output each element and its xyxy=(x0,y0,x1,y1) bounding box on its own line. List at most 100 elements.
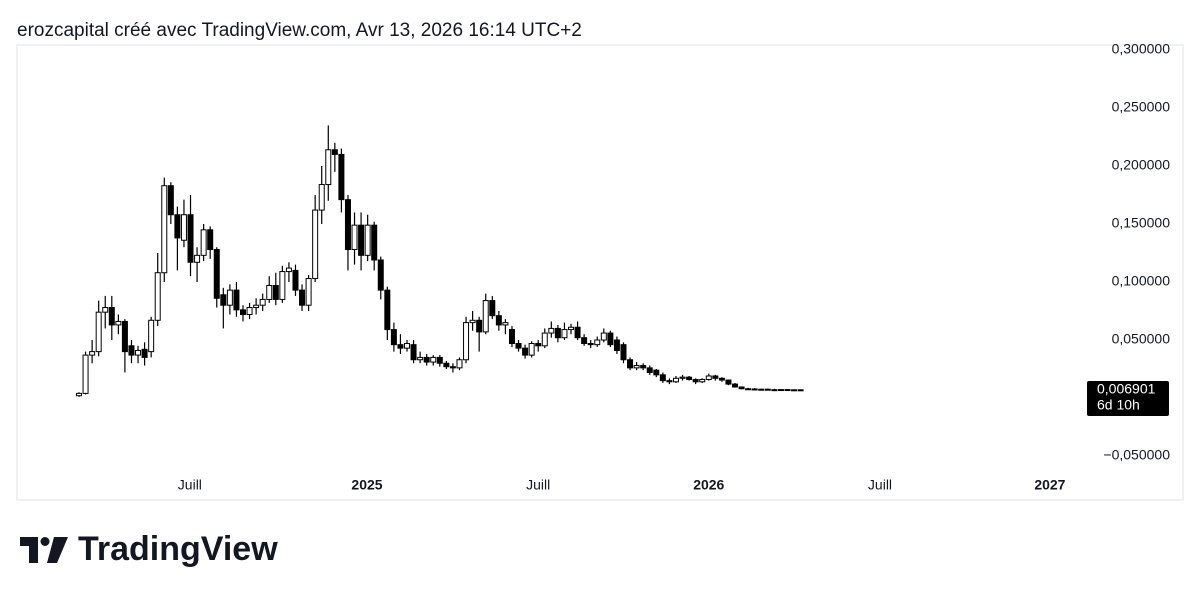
last-price-label: 0,006901 xyxy=(1097,381,1156,397)
candle-body xyxy=(384,289,391,331)
candle-body xyxy=(600,332,607,341)
candle-body xyxy=(607,332,614,346)
candle-body xyxy=(187,214,194,263)
candle-body xyxy=(764,388,771,391)
candle-body xyxy=(141,348,148,358)
candle-body xyxy=(312,209,319,280)
y-tick-label: 0,150000 xyxy=(1112,215,1171,231)
candle-body xyxy=(502,322,509,326)
header: erozcapital créé avec TradingView.com, A… xyxy=(17,20,582,41)
candle-body xyxy=(633,365,640,369)
candle-body xyxy=(239,309,246,315)
x-tick-label: 2026 xyxy=(693,477,724,493)
candle-body xyxy=(305,278,312,306)
candle-body xyxy=(581,337,588,344)
candle-body xyxy=(200,229,207,256)
chart-frame xyxy=(16,44,1184,501)
candle-body xyxy=(738,386,745,390)
candle-body xyxy=(797,389,804,392)
candle-body xyxy=(338,153,345,201)
candle-body xyxy=(115,320,122,326)
candle-body xyxy=(279,271,286,300)
candle-body xyxy=(364,224,371,256)
candle-body xyxy=(620,344,627,361)
candle-body xyxy=(430,356,437,363)
candle-body xyxy=(515,342,522,349)
candle-body xyxy=(404,342,411,349)
candle-body xyxy=(351,224,358,251)
candle-body xyxy=(226,289,233,306)
candle-body xyxy=(148,319,155,353)
candle-body xyxy=(390,329,397,346)
candle-body xyxy=(135,349,142,356)
candle-body xyxy=(318,184,325,211)
candle-body xyxy=(233,289,240,311)
candle-body xyxy=(495,315,502,326)
candle-body xyxy=(299,289,306,306)
candle-body xyxy=(784,389,791,392)
candle-body xyxy=(449,366,456,369)
candle-body xyxy=(331,149,338,155)
candle-body xyxy=(508,329,515,344)
candle-body xyxy=(745,388,752,391)
candle-body xyxy=(358,224,365,256)
candle-body xyxy=(417,356,424,361)
candle-body xyxy=(482,300,489,333)
x-tick-label: 2025 xyxy=(351,477,382,493)
candle-body xyxy=(253,304,260,309)
candle-body xyxy=(292,269,299,291)
y-tick-label: 0,100000 xyxy=(1112,273,1171,289)
candle-body xyxy=(121,320,128,353)
candle-body xyxy=(246,307,253,315)
candle-body xyxy=(666,380,673,383)
candle-body xyxy=(325,149,332,186)
candle-body xyxy=(410,344,417,361)
candle-body xyxy=(679,376,686,379)
candle-body xyxy=(89,351,96,356)
logo xyxy=(20,537,68,563)
candle-body xyxy=(469,319,476,324)
candle-body xyxy=(108,307,115,326)
candle-body xyxy=(522,347,529,356)
candle-body xyxy=(659,374,666,382)
candle-body xyxy=(259,298,266,306)
candle-body xyxy=(751,388,758,391)
candle-body xyxy=(436,356,443,364)
candle-body xyxy=(95,311,102,353)
candle-body xyxy=(568,326,575,331)
candle-body xyxy=(174,214,181,239)
candle-body xyxy=(397,344,404,349)
candle-body xyxy=(627,359,634,369)
candle-body xyxy=(791,389,798,392)
candle-body xyxy=(699,378,706,383)
x-tick-label: 2027 xyxy=(1034,477,1065,493)
y-tick-label: −0,050000 xyxy=(1103,447,1170,463)
candle-body xyxy=(272,284,279,300)
x-tick-label: Juill xyxy=(178,477,202,493)
candle-body xyxy=(561,329,568,339)
candle-body xyxy=(705,375,712,380)
candle-body xyxy=(672,377,679,383)
candle-body xyxy=(154,272,161,321)
candle-body xyxy=(587,342,594,346)
candle-body xyxy=(220,294,227,306)
candle-body xyxy=(528,342,535,356)
y-tick-label: 0,300000 xyxy=(1112,41,1171,57)
candle-body xyxy=(777,389,784,392)
countdown: 6d 10h xyxy=(1097,397,1140,413)
brand: TradingView xyxy=(78,530,278,568)
y-tick-label: 0,250000 xyxy=(1112,99,1171,115)
candle-body xyxy=(75,392,82,397)
candle-body xyxy=(718,377,725,381)
candle-body xyxy=(653,369,660,376)
candle-body xyxy=(686,376,693,380)
candle-body xyxy=(613,339,620,351)
candle-body xyxy=(128,345,135,356)
candle-body xyxy=(574,326,581,339)
candle-body xyxy=(554,327,561,339)
candle-body xyxy=(541,332,548,347)
candle-body xyxy=(646,367,653,374)
candle-body xyxy=(213,249,220,299)
candle-body xyxy=(82,354,89,394)
